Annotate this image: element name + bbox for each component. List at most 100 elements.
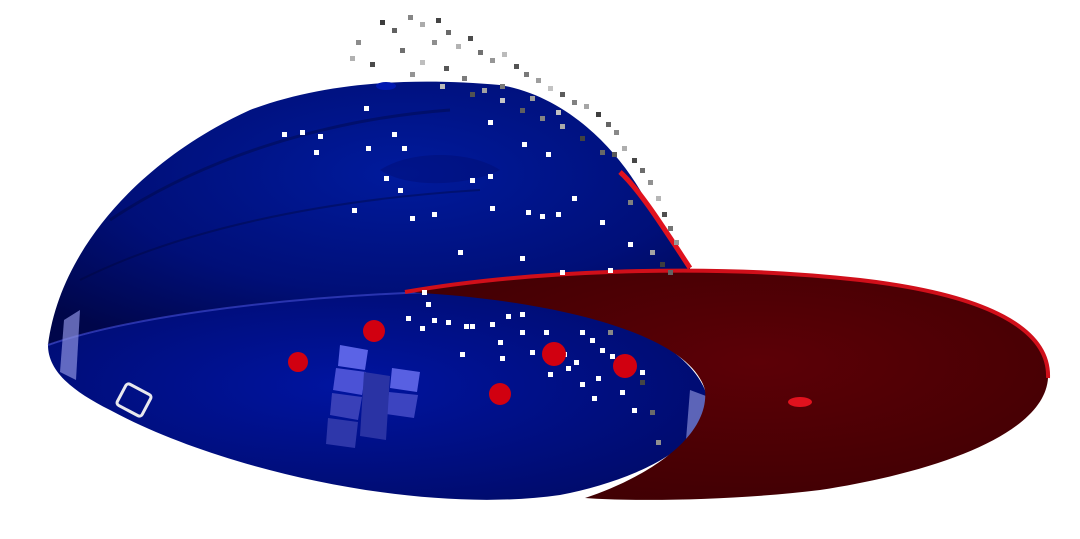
grey-point-marker xyxy=(436,18,441,23)
grey-point-marker xyxy=(596,112,601,117)
white-square-marker xyxy=(498,340,503,345)
grey-point-marker xyxy=(668,226,673,231)
white-square-marker xyxy=(546,152,551,157)
white-square-marker xyxy=(300,130,305,135)
white-square-marker xyxy=(410,216,415,221)
grey-point-marker xyxy=(524,72,529,77)
white-square-marker xyxy=(596,376,601,381)
red-sphere-marker xyxy=(613,354,637,378)
white-square-marker xyxy=(464,324,469,329)
white-square-marker xyxy=(458,250,463,255)
grey-point-marker xyxy=(500,98,505,103)
red-disk-back-edge xyxy=(618,170,693,270)
white-square-marker xyxy=(556,212,561,217)
grey-point-marker xyxy=(400,48,405,53)
dome-facets xyxy=(79,108,500,281)
white-square-marker xyxy=(402,146,407,151)
white-square-marker xyxy=(520,312,525,317)
grey-point-marker xyxy=(640,168,645,173)
white-square-marker xyxy=(544,330,549,335)
white-square-markers xyxy=(282,106,645,413)
grey-point-marker xyxy=(410,72,415,77)
white-square-marker xyxy=(506,314,511,319)
grey-point-marker xyxy=(640,380,645,385)
white-square-marker xyxy=(420,326,425,331)
white-square-marker xyxy=(566,366,571,371)
grey-point-marker xyxy=(572,100,577,105)
grey-point-marker xyxy=(356,40,361,45)
white-square-marker xyxy=(470,178,475,183)
grey-point-marker xyxy=(660,262,665,267)
grey-point-marker xyxy=(500,84,505,89)
white-square-marker xyxy=(560,270,565,275)
grey-point-marker xyxy=(444,66,449,71)
grey-point-marker xyxy=(456,44,461,49)
dome-top-cap xyxy=(376,82,396,90)
white-square-marker xyxy=(426,302,431,307)
grey-point-marker xyxy=(432,40,437,45)
grey-point-marker xyxy=(490,58,495,63)
white-square-marker xyxy=(364,106,369,111)
grey-point-marker xyxy=(408,15,413,20)
white-square-marker xyxy=(352,208,357,213)
grey-point-marker xyxy=(622,146,627,151)
grey-point-marker xyxy=(502,52,507,57)
white-square-marker xyxy=(640,370,645,375)
grey-point-marker xyxy=(560,92,565,97)
dome-rim xyxy=(47,291,431,346)
white-square-marker xyxy=(540,214,545,219)
white-square-marker xyxy=(608,268,613,273)
white-square-marker xyxy=(318,134,323,139)
white-square-marker xyxy=(490,322,495,327)
white-square-marker xyxy=(522,142,527,147)
grey-point-marker xyxy=(446,30,451,35)
grey-point-marker xyxy=(420,22,425,27)
grey-point-marker xyxy=(608,330,613,335)
white-square-marker xyxy=(590,338,595,343)
grey-point-marker xyxy=(656,196,661,201)
grey-point-marker xyxy=(520,108,525,113)
white-square-marker xyxy=(460,352,465,357)
grey-point-marker xyxy=(380,20,385,25)
red-sphere-marker xyxy=(363,320,385,342)
grey-point-marker xyxy=(370,62,375,67)
grey-point-marker xyxy=(612,152,617,157)
white-square-marker xyxy=(530,350,535,355)
grey-point-marker xyxy=(674,240,679,245)
white-square-marker xyxy=(526,210,531,215)
white-square-marker xyxy=(432,212,437,217)
grey-point-marker xyxy=(470,92,475,97)
red-disk-edge xyxy=(404,268,1051,379)
grey-point-marker xyxy=(482,88,487,93)
red-sphere-marker xyxy=(489,383,511,405)
grey-point-marker xyxy=(478,50,483,55)
white-square-marker xyxy=(314,150,319,155)
grey-point-marker xyxy=(540,116,545,121)
white-square-marker xyxy=(600,220,605,225)
white-square-marker xyxy=(548,372,553,377)
grey-point-marker xyxy=(530,96,535,101)
red-sphere-markers xyxy=(288,320,637,405)
white-square-marker xyxy=(620,390,625,395)
white-square-marker xyxy=(422,290,427,295)
grey-point-marker xyxy=(392,28,397,33)
grey-point-marker xyxy=(420,60,425,65)
white-square-marker xyxy=(392,132,397,137)
grey-point-marker xyxy=(648,180,653,185)
grey-point-marker xyxy=(662,212,667,217)
white-square-marker xyxy=(432,318,437,323)
white-square-marker xyxy=(580,330,585,335)
white-square-marker xyxy=(600,348,605,353)
white-square-marker xyxy=(398,188,403,193)
white-square-marker xyxy=(282,132,287,137)
grey-point-marker xyxy=(548,86,553,91)
white-square-marker xyxy=(572,196,577,201)
white-square-marker xyxy=(406,316,411,321)
grey-point-marker xyxy=(560,124,565,129)
grey-point-marker xyxy=(556,110,561,115)
red-sphere-marker xyxy=(288,352,308,372)
grey-point-marker xyxy=(440,84,445,89)
white-square-marker xyxy=(488,120,493,125)
grey-point-marker xyxy=(614,130,619,135)
